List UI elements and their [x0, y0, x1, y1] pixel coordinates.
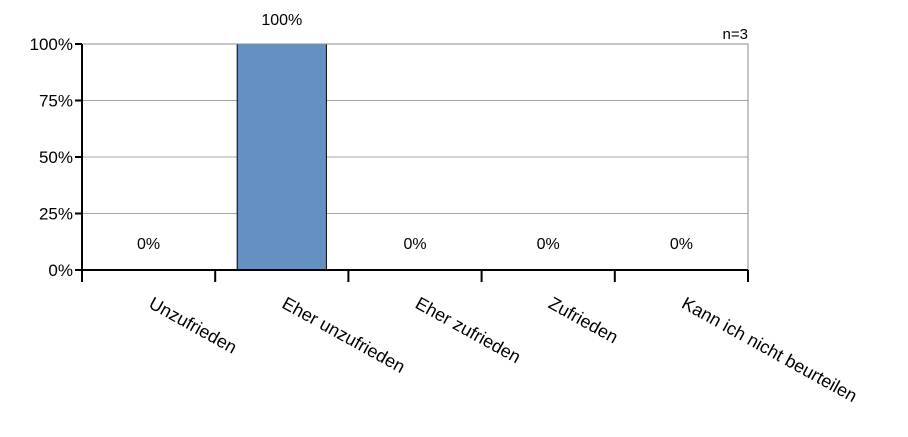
category-labels: Unzufrieden Eher unzufrieden Eher zufriede… [146, 293, 861, 406]
y-tick-label: 25% [39, 205, 73, 224]
category-label: Eher zufrieden [412, 293, 524, 367]
y-tick-label: 75% [39, 92, 73, 111]
data-label: 0% [137, 236, 160, 253]
category-label: Unzufrieden [146, 293, 241, 358]
gridlines [82, 100, 748, 214]
data-label: 0% [670, 236, 693, 253]
sample-size-note: n=3 [723, 26, 748, 43]
y-tick-label: 0% [48, 261, 73, 280]
category-label: Kann ich nicht beurteilen [678, 293, 860, 406]
data-label: 100% [261, 12, 302, 29]
data-labels: 0% 100% 0% 0% 0% [137, 12, 693, 253]
data-label: 0% [537, 236, 560, 253]
bar [236, 43, 327, 271]
data-label: 0% [403, 236, 426, 253]
category-label: Eher unzufrieden [279, 293, 409, 377]
y-tick-label: 100% [30, 35, 73, 54]
category-label: Zufrieden [545, 293, 621, 347]
bars [236, 43, 327, 271]
y-ticks: 0% 25% 50% 75% 100% [30, 35, 82, 280]
x-ticks [81, 270, 749, 282]
y-tick-label: 50% [39, 148, 73, 167]
